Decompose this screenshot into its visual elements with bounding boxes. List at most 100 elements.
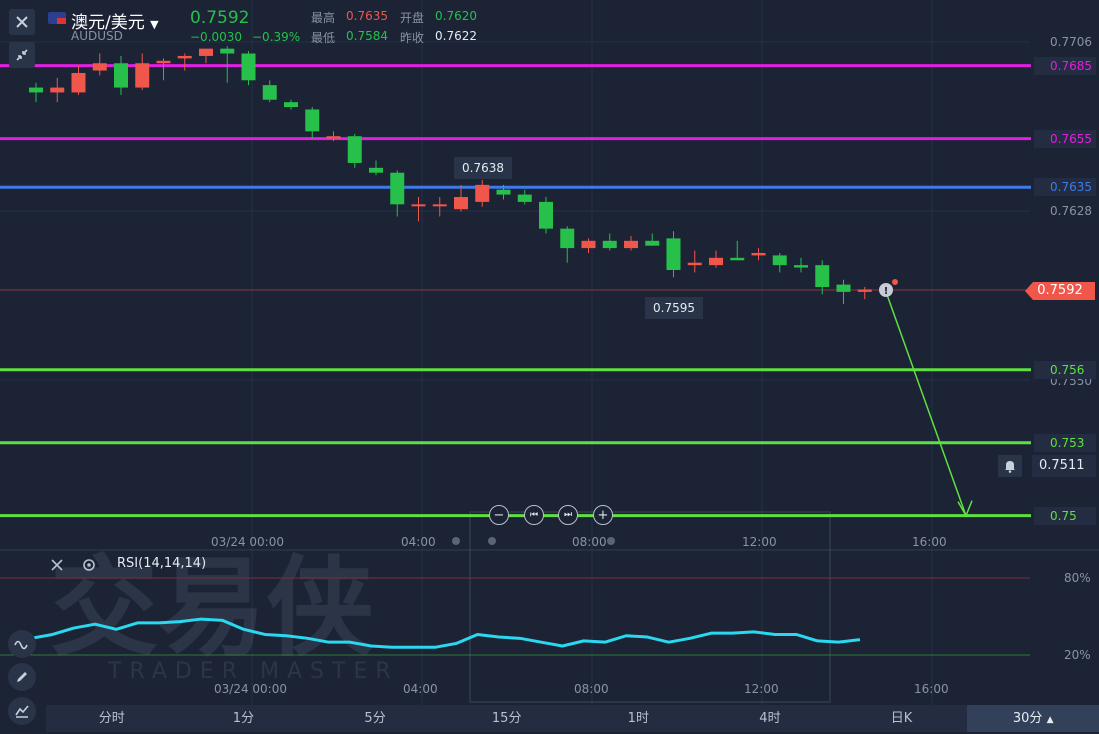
minus-icon: −	[493, 507, 505, 523]
time-tick: 04:00	[403, 682, 438, 696]
alert-button[interactable]	[998, 455, 1022, 477]
projection-arrow	[885, 291, 973, 518]
timeframe-tab[interactable]: 1时	[627, 711, 649, 726]
scroll-dot	[452, 537, 460, 545]
indicator-button[interactable]	[8, 630, 36, 658]
timeframe-tab-active[interactable]: 30分 ▲	[967, 705, 1099, 732]
time-tick: 08:00	[574, 682, 609, 696]
svg-text:TRADER MASTER: TRADER MASTER	[107, 659, 399, 684]
candle-body	[369, 167, 383, 173]
timeframe-tab[interactable]: 日K	[890, 711, 913, 726]
close-icon	[51, 559, 63, 571]
timeframe-tab[interactable]: 4时	[759, 711, 781, 726]
candle-body	[92, 63, 107, 71]
candle-body	[581, 240, 596, 249]
svg-text:!: !	[884, 286, 889, 297]
bell-icon	[1005, 461, 1015, 473]
candle-body	[156, 60, 171, 64]
chevron-down-icon[interactable]: ▼	[150, 18, 159, 31]
candle-body	[666, 238, 681, 270]
candle-body	[751, 252, 766, 256]
candle-body	[262, 85, 277, 100]
candlesticks	[29, 46, 872, 305]
candle-body	[390, 172, 405, 205]
candle-body	[326, 136, 341, 139]
candle-body	[602, 240, 617, 249]
zoom-out-button[interactable]: −	[489, 505, 509, 525]
candle-body	[772, 255, 787, 266]
time-tick: 08:00	[572, 535, 607, 549]
low-callout: 0.7595	[645, 297, 703, 319]
time-tick: 03/24 00:00	[214, 682, 287, 696]
price-change: −0.0030	[190, 30, 243, 44]
candle-body	[496, 189, 511, 195]
projection-arrowhead	[957, 500, 973, 518]
skip-forward-icon: ⏭	[563, 510, 573, 520]
level-lines[interactable]	[0, 64, 1031, 518]
rsi-settings-button[interactable]	[82, 557, 96, 576]
candle-body	[199, 48, 213, 56]
close-rsi-button[interactable]	[50, 557, 64, 576]
candle-body	[135, 63, 150, 88]
line-chart-icon	[15, 705, 29, 718]
timeframe-tab[interactable]: 15分	[491, 711, 522, 726]
candle-body	[730, 257, 745, 261]
time-tick: 12:00	[742, 535, 777, 549]
draw-button[interactable]	[8, 663, 36, 691]
chart-type-button[interactable]	[8, 697, 36, 725]
high-label: 最高	[311, 11, 336, 25]
candle-body	[29, 87, 43, 93]
candle-body	[560, 228, 575, 249]
open-value: 0.7620	[435, 9, 477, 23]
close-icon	[16, 16, 28, 28]
pair-title[interactable]: 澳元/美元 ▼	[71, 13, 159, 33]
svg-text:交易侠: 交易侠	[50, 546, 375, 671]
scroll-dot	[488, 537, 496, 545]
candle-body	[517, 194, 532, 202]
level-tag[interactable]: 0.753	[1034, 433, 1096, 452]
candle-body	[454, 197, 468, 210]
timeframe-tab[interactable]: 5分	[364, 711, 386, 726]
gear-icon	[83, 559, 95, 571]
close-button[interactable]	[9, 9, 35, 35]
candle-body	[794, 265, 808, 268]
zoom-in-button[interactable]: +	[593, 505, 613, 525]
candle-body	[539, 201, 553, 229]
level-tag[interactable]: 0.7655	[1034, 129, 1096, 148]
timeframe-tab[interactable]: 1分	[232, 711, 255, 726]
high-value: 0.7635	[346, 9, 388, 23]
candle-body	[305, 109, 320, 132]
candle-body	[687, 262, 702, 266]
candle-body	[177, 55, 192, 59]
prev-close-label: 昨收	[400, 31, 425, 45]
latest-marker[interactable]: !	[879, 279, 898, 297]
watermark: 交易侠 TRADER MASTER	[50, 511, 831, 703]
level-tag[interactable]: 0.75	[1034, 506, 1096, 525]
level-tag[interactable]: 0.7635	[1034, 178, 1096, 197]
skip-back-icon: ⏮	[529, 510, 539, 520]
background-grid	[0, 0, 1099, 705]
rsi-panel	[0, 577, 1030, 656]
time-tick: 12:00	[744, 682, 779, 696]
timeframe-tab[interactable]: 分时	[98, 711, 125, 726]
candle-body	[284, 102, 298, 108]
level-tag[interactable]: 0.756	[1034, 360, 1096, 379]
candle-body	[50, 87, 65, 93]
rsi-upper-label: 80%	[1064, 571, 1091, 585]
plus-icon: +	[597, 507, 609, 523]
indicator-icon	[14, 640, 28, 650]
level-tag[interactable]: 0.7685	[1034, 56, 1096, 75]
alert-price[interactable]: 0.7511	[1032, 455, 1096, 477]
time-tick: 03/24 00:00	[211, 535, 284, 549]
candle-body	[815, 265, 830, 288]
projection-line	[885, 291, 967, 516]
symbol-code: AUDUSD	[71, 29, 123, 43]
caret-up-icon: ▲	[1046, 715, 1054, 725]
jump-end-button[interactable]: ⏭	[558, 505, 578, 525]
price-tick: 0.7628	[1050, 204, 1092, 218]
scroll-dot	[607, 537, 615, 545]
jump-start-button[interactable]: ⏮	[524, 505, 544, 525]
compress-button[interactable]	[9, 42, 35, 68]
candle-body	[432, 204, 447, 207]
